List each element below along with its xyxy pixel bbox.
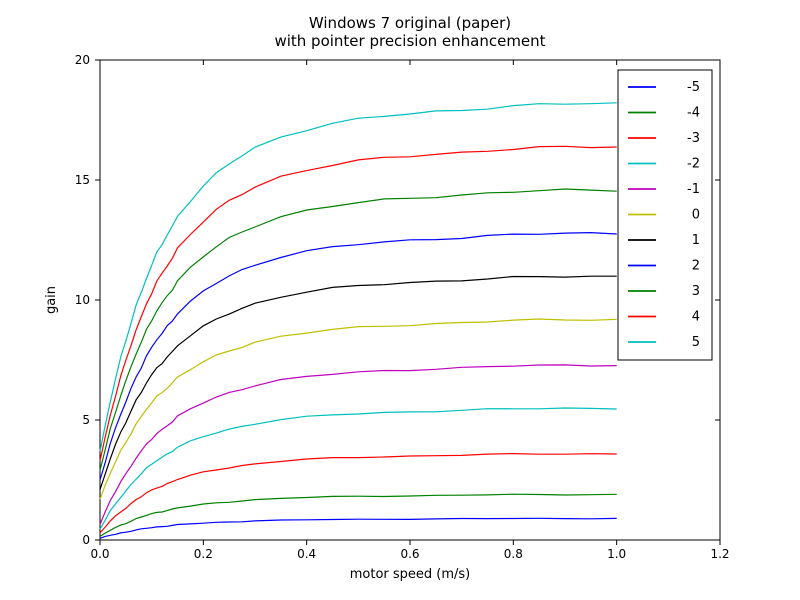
y-axis-label: gain xyxy=(44,286,59,314)
x-tick-label: 0.4 xyxy=(297,547,316,561)
legend-label: 4 xyxy=(692,310,700,325)
y-tick-label: 5 xyxy=(82,413,90,427)
x-tick-label: 0.0 xyxy=(90,547,109,561)
line-chart: 0.00.20.40.60.81.01.205101520motor speed… xyxy=(0,0,800,600)
y-tick-label: 20 xyxy=(75,53,90,67)
chart-container: 0.00.20.40.60.81.01.205101520motor speed… xyxy=(0,0,800,600)
legend-label: 5 xyxy=(692,335,700,350)
x-tick-label: 1.0 xyxy=(607,547,626,561)
legend-label: -4 xyxy=(687,106,700,121)
chart-title-line2: with pointer precision enhancement xyxy=(274,32,545,50)
y-tick-label: 0 xyxy=(82,533,90,547)
y-tick-label: 10 xyxy=(75,293,90,307)
legend-label: 1 xyxy=(692,233,700,248)
legend-label: 3 xyxy=(692,284,700,299)
x-tick-label: 0.2 xyxy=(194,547,213,561)
legend-label: -2 xyxy=(687,157,700,172)
x-tick-label: 1.2 xyxy=(710,547,729,561)
legend-label: 0 xyxy=(692,208,700,223)
chart-title-line1: Windows 7 original (paper) xyxy=(309,14,511,32)
x-tick-label: 0.8 xyxy=(504,547,523,561)
legend-label: -5 xyxy=(687,80,700,95)
x-axis-label: motor speed (m/s) xyxy=(350,567,471,582)
legend-label: -1 xyxy=(687,182,700,197)
x-tick-label: 0.6 xyxy=(400,547,419,561)
y-tick-label: 15 xyxy=(75,173,90,187)
legend-label: 2 xyxy=(692,259,700,274)
legend-label: -3 xyxy=(687,131,700,146)
